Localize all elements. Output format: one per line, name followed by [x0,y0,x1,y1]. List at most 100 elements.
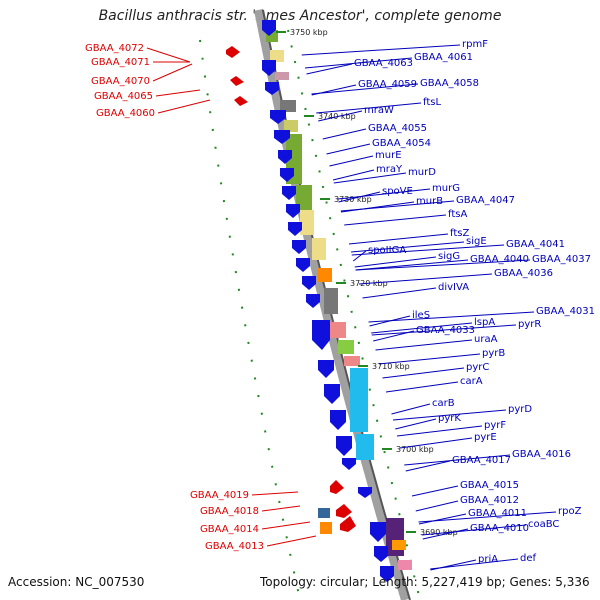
gene-label-right: coaBC [528,519,559,530]
gene-label-right: priA [478,554,498,565]
gene-leader-line [350,241,465,253]
gene-label-right: GBAA_4016 [512,449,571,460]
gene-leader-line [157,99,211,114]
gene-label-left: GBAA_4060 [96,108,155,119]
gene-label-right: pyrR [518,319,541,330]
gene-leader-line [266,535,317,547]
left-gene-labels: GBAA_4072 GBAA_4071 GBAA_4070 GBAA_4065 GBAA… [85,43,317,552]
scale-tick-label: 3690 kbp [420,528,458,537]
gene-label-right: GBAA_4031 [536,306,595,317]
gene-leader-line [344,214,447,226]
gene-label-right: rpmF [462,39,488,50]
gene-leader-line [348,233,449,245]
gene-label-right: ileS [412,310,430,321]
gene-label-right: mraW [364,105,394,116]
gene-leader-line [318,110,363,122]
gene-label-left: GBAA_4013 [205,541,264,552]
tick-rail-right [287,29,421,600]
gene-label-right: pyrC [466,362,489,373]
gene-leader-line [326,143,371,155]
gene-leader-line [358,273,493,285]
gene-label-right: GBAA_4033 [416,325,475,336]
gene-leader-line [304,57,413,69]
scale-tick-label: 3710 kbp [372,362,410,371]
gene-label-left: GBAA_4019 [190,490,249,501]
gene-label-right: GBAA_4058 [420,78,479,89]
gene-leader-line [251,491,299,496]
gene-leader-line [368,311,535,323]
gene-leader-line [152,63,193,82]
gene-label-right: murG [432,183,460,194]
gene-label-right: GBAA_4063 [354,58,413,69]
gene-label-right: divIVA [438,282,469,293]
gene-leader-line [322,128,367,140]
scale-tick-label: 3700 kbp [396,445,434,454]
gene-leader-line [332,169,375,181]
gene-leader-line [378,353,481,365]
gene-label-left: GBAA_4070 [91,76,150,87]
gene-label-right: GBAA_4012 [460,495,519,506]
gene-leader-line [261,521,311,530]
gene-label-right: GBAA_4037 [532,254,591,265]
left-strand-features [318,508,332,534]
gene-leader-line [355,259,531,271]
tick-rail-left [199,39,301,600]
gene-label-right: sigG [438,251,460,262]
gene-label-right: GBAA_4055 [368,123,427,134]
gene-leader-line [385,381,459,393]
gene-leader-line [355,259,469,271]
gene-label-right: spoVE [382,186,413,197]
gene-leader-line [392,409,507,421]
gene-label-right: GBAA_4061 [414,52,473,63]
gene-leader-line [395,418,437,430]
gene-label-right: pyrD [508,404,532,415]
gene-leader-line [352,250,367,262]
gene-leader-line [405,460,451,472]
gene-label-right: GBAA_4047 [456,195,515,206]
gene-leader-line [430,558,519,570]
gene-leader-line [329,155,374,167]
gene-leader-line [418,513,467,525]
gene-leader-line [382,367,465,379]
gene-label-right: carB [432,398,455,409]
gene-label-right: GBAA_4015 [460,480,519,491]
gene-label-right: def [520,553,537,564]
gene-leader-line [404,454,511,466]
accession-text: Accession: NC_007530 [8,575,145,589]
forward-gene-arrows [226,46,356,532]
gene-leader-line [311,83,419,95]
gene-leader-line [421,524,527,536]
scale-tick-label: 3750 kbp [290,28,328,37]
gene-label-right: pyrB [482,348,505,359]
gene-label-right: rpoZ [558,506,582,517]
gene-leader-line [362,287,437,299]
gene-label-right: GBAA_4010 [470,523,529,534]
gene-label-right: murB [416,196,443,207]
gene-label-right: GBAA_4036 [494,268,553,279]
gene-label-right: spoIIGA [368,245,406,256]
gene-leader-line [340,200,455,212]
gene-leader-line [396,425,483,437]
gene-label-left: GBAA_4065 [94,91,153,102]
gene-leader-line [333,172,407,184]
gene-label-right: lspA [474,317,495,328]
gene-label-right: pyrF [484,420,506,431]
gene-label-right: GBAA_4054 [372,138,431,149]
gene-leader-line [418,511,557,523]
gene-label-right: GBAA_4011 [468,508,527,519]
gene-label-left: GBAA_4014 [200,524,259,535]
gene-label-right: ftsL [423,97,441,108]
gene-label-right: sigE [466,236,487,247]
genome-summary-text: Topology: circular; Length: 5,227,419 bp… [260,575,590,589]
gene-label-left: GBAA_4018 [200,506,259,517]
gene-label-right: GBAA_4059 [358,79,417,90]
gene-label-right: GBAA_4041 [506,239,565,250]
gene-leader-line [155,89,201,97]
gene-leader-line [415,500,459,512]
gene-label-left: GBAA_4071 [91,57,150,68]
reverse-gene-arrows [262,20,394,582]
gene-leader-line [411,485,459,497]
